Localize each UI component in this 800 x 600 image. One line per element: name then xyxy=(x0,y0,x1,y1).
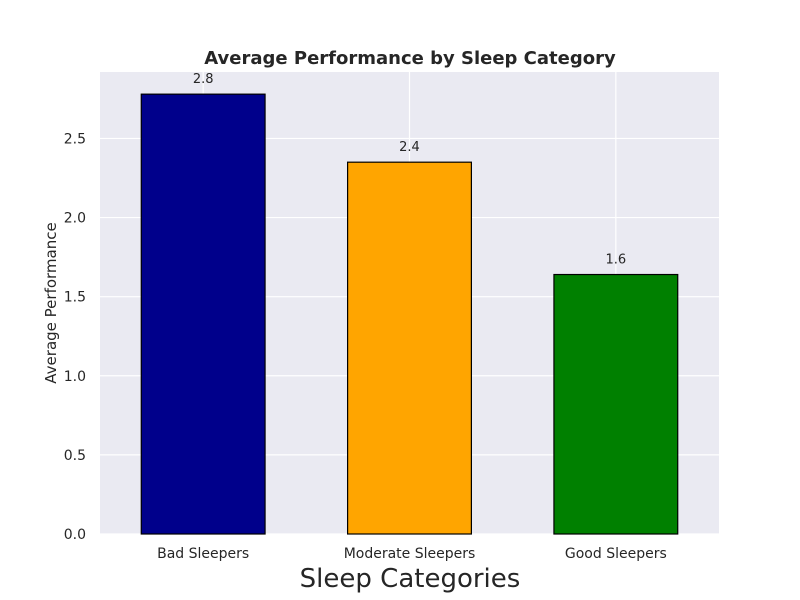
y-axis-label: Average Performance xyxy=(42,222,60,383)
y-tick-label: 2.5 xyxy=(64,131,86,147)
y-tick-label: 1.5 xyxy=(64,290,86,306)
y-tick-label: 0.0 xyxy=(64,527,86,543)
y-tick-label: 2.0 xyxy=(64,211,86,227)
bar xyxy=(140,93,266,535)
bar xyxy=(347,161,473,535)
data-label: 1.6 xyxy=(605,253,626,268)
x-tick-label: Bad Sleepers xyxy=(157,546,249,562)
bar xyxy=(553,273,679,535)
x-tick-label: Moderate Sleepers xyxy=(344,546,476,562)
x-tick-label: Good Sleepers xyxy=(565,546,667,562)
y-axis-ticks: 0.0 0.5 1.0 1.5 2.0 2.5 xyxy=(64,131,86,543)
bars xyxy=(140,93,679,535)
chart-title: Average Performance by Sleep Category xyxy=(204,48,616,69)
y-tick-label: 1.0 xyxy=(64,369,86,385)
x-axis-label: Sleep Categories xyxy=(300,564,521,594)
y-tick-label: 0.5 xyxy=(64,448,86,464)
data-label: 2.8 xyxy=(193,72,214,87)
data-label: 2.4 xyxy=(399,140,420,155)
data-labels: 2.8 2.4 1.6 xyxy=(193,72,626,267)
x-axis-ticks: Bad Sleepers Moderate Sleepers Good Sleepe… xyxy=(157,546,667,562)
